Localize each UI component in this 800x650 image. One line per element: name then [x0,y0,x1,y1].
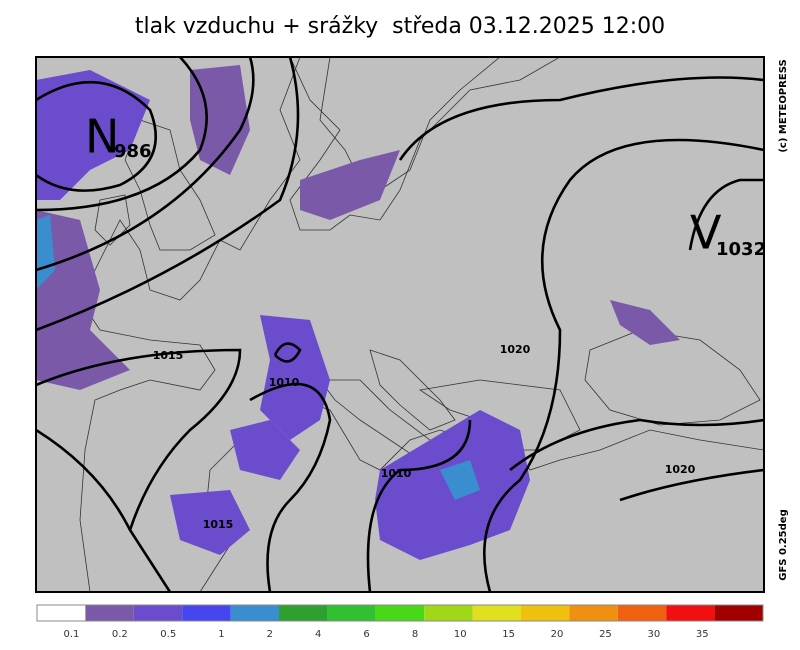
legend-swatch [327,605,376,621]
credit: (c) METEOPRESS [778,59,789,152]
isobar-label: 1010 [381,467,412,480]
legend-swatch [521,605,570,621]
legend-label: 15 [502,629,515,640]
legend-swatch [424,605,473,621]
map: N 986 V 1032 1015 1010 1020 1010 1015 1020 [36,57,766,592]
center-letter: V [690,206,722,260]
precipitation [36,65,680,560]
legend-frame [36,604,764,622]
legend-swatch [85,605,134,621]
legend-label: 25 [599,629,612,640]
mediterranean [199,399,764,592]
legend: 0.1 0.2 0.5 1 2 4 6 8 10 15 20 25 30 35 [36,604,764,640]
isobar-label: 1010 [269,376,300,389]
isobar-label: 1015 [203,518,234,531]
isobar-label: 1015 [153,349,184,362]
legend-label: 2 [267,629,273,640]
legend-label: 35 [696,629,709,640]
isobar-label: 1020 [665,463,696,476]
legend-label: 0.5 [160,629,176,640]
legend-swatch [37,605,86,621]
center-letter: N [85,110,119,164]
legend-swatch [375,605,425,621]
legend-label: 8 [412,629,418,640]
legend-label: 20 [551,629,564,640]
center-value: 1032 [716,239,766,260]
legend-label: 4 [315,629,321,640]
legend-label: 10 [454,629,467,640]
legend-swatch [133,605,183,621]
legend-label: 30 [647,629,660,640]
legend-label: 0.2 [112,629,128,640]
legend-swatch [472,605,521,621]
north-sea [289,57,561,231]
legend-label: 1 [218,629,224,640]
center-value: 986 [114,141,152,162]
map-frame [35,56,765,593]
legend-swatch [666,605,715,621]
isobars [36,57,764,592]
isobar-label: 1020 [500,343,531,356]
model: GFS 0.25deg [778,509,789,581]
adriatic [369,349,456,431]
legend-swatch [617,605,667,621]
legend-swatch [569,605,618,621]
legend-swatch [714,605,763,621]
legend-swatch [182,605,231,621]
legend-swatch [230,605,279,621]
legend-swatch [279,605,328,621]
legend-label: 0.1 [63,629,79,640]
title: tlak vzduchu + srážky středa 03.12.2025 … [135,14,665,39]
legend-label: 6 [363,629,369,640]
britain [124,119,216,251]
scandinavia [319,57,501,191]
